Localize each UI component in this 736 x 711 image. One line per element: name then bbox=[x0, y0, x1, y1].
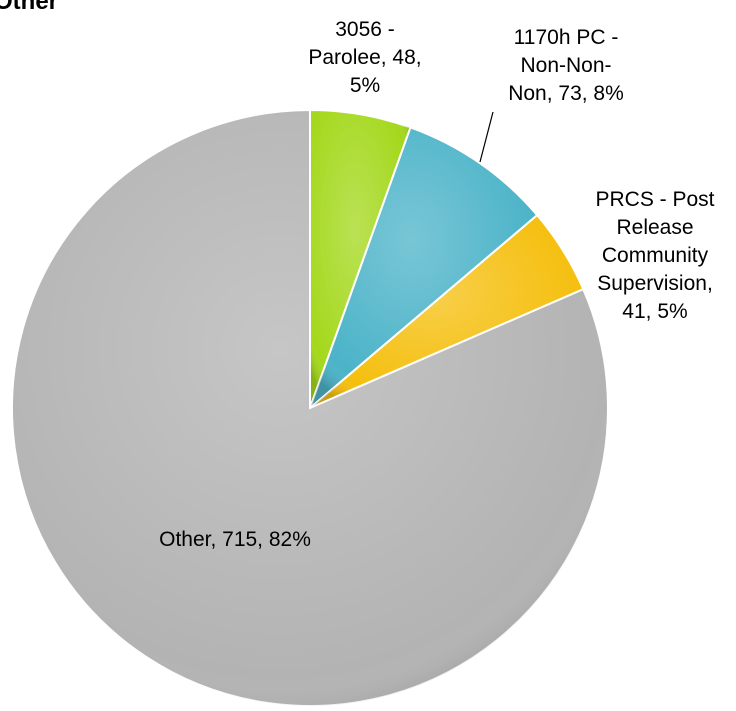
slice-shading bbox=[11, 110, 608, 706]
slice-shading bbox=[310, 215, 584, 408]
slice-shading bbox=[310, 127, 538, 409]
data-label: PRCS - Post Release Community Supervisio… bbox=[595, 188, 715, 323]
data-label: 1170h PC - Non-Non-Non, 73, 8% bbox=[508, 26, 624, 105]
slice-shading bbox=[310, 110, 411, 408]
data-label: 3056 - Parolee, 48, 5% bbox=[308, 18, 422, 97]
chart-title: Other bbox=[0, 0, 59, 15]
data-label: Other, 715, 82% bbox=[159, 528, 311, 551]
leader-line bbox=[479, 111, 494, 163]
